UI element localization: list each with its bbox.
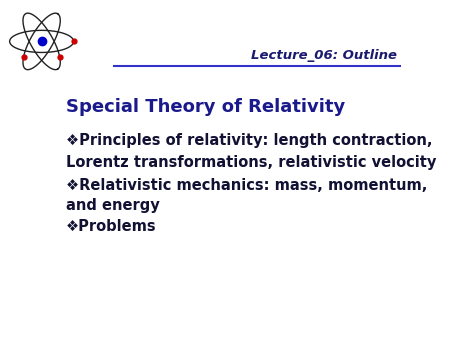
Text: Lorentz transformations, relativistic velocity: Lorentz transformations, relativistic ve… bbox=[66, 154, 436, 170]
Text: ❖Relativistic mechanics: mass, momentum,: ❖Relativistic mechanics: mass, momentum, bbox=[66, 178, 427, 193]
Text: Special Theory of Relativity: Special Theory of Relativity bbox=[66, 98, 345, 116]
Text: ❖Problems: ❖Problems bbox=[66, 219, 156, 234]
Text: and energy: and energy bbox=[66, 198, 159, 213]
Text: ❖Principles of relativity: length contraction,: ❖Principles of relativity: length contra… bbox=[66, 133, 432, 148]
Text: Lecture_06: Outline: Lecture_06: Outline bbox=[251, 49, 397, 62]
